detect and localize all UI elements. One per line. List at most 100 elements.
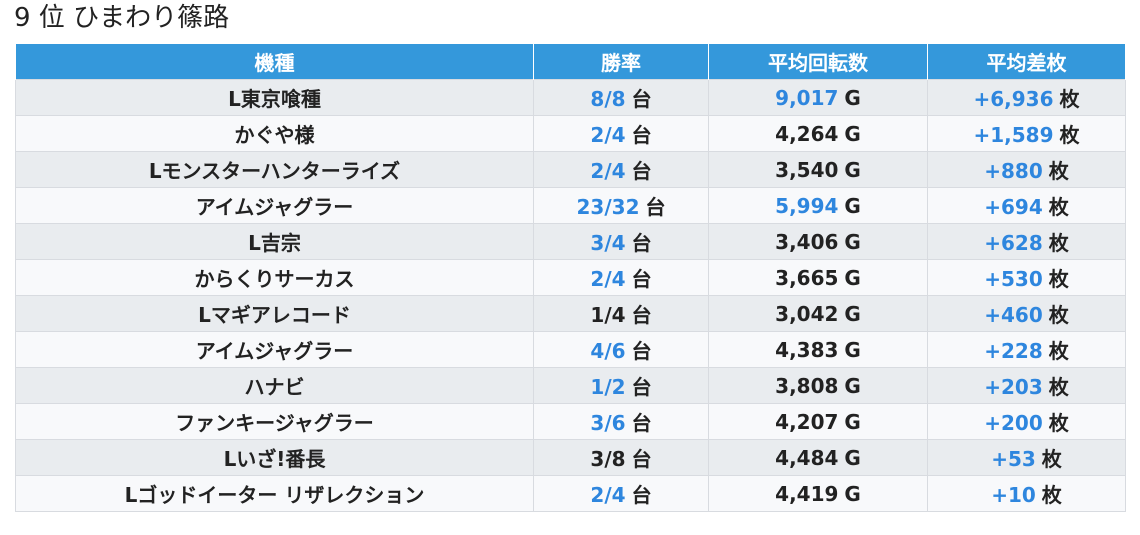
table-body: L東京喰種 8/8 台 9,017 G +6,936 枚かぐや様 2/4 台 4,264 G +1,5…	[15, 79, 1126, 512]
avg-spins-cell: 3,042 G	[708, 295, 928, 332]
avg-spins-cell: 3,808 G	[708, 367, 928, 404]
avg-spins-cell: 4,383 G	[708, 331, 928, 368]
avg-diff-cell: +6,936 枚	[927, 79, 1126, 116]
avg-diff-cell-unit: 枚	[1048, 195, 1069, 219]
avg-spins-cell-unit: G	[844, 337, 861, 362]
win-rate-cell: 1/2 台	[533, 367, 709, 404]
avg-diff-cell: +694 枚	[927, 187, 1126, 224]
avg-spins-cell-value: 3,808	[775, 373, 839, 398]
table-row: アイムジャグラー 23/32 台 5,994 G +694 枚	[15, 187, 1126, 224]
win-rate-cell-value: 2/4	[590, 267, 626, 291]
avg-diff-cell-unit: 枚	[1059, 123, 1080, 147]
avg-diff-cell-value: +203	[984, 375, 1043, 399]
avg-diff-cell: +53 枚	[927, 439, 1126, 476]
avg-spins-cell-unit: G	[844, 157, 861, 182]
avg-diff-cell-unit: 枚	[1048, 303, 1069, 327]
avg-spins-cell-value: 4,419	[775, 481, 839, 506]
avg-diff-cell-value: +6,936	[973, 87, 1054, 111]
machine-name-cell: L吉宗	[15, 223, 534, 260]
avg-diff-cell-value: +880	[984, 159, 1043, 183]
win-rate-cell-unit: 台	[631, 411, 652, 435]
win-rate-cell-unit: 台	[631, 339, 652, 363]
table-row: Lモンスターハンターライズ 2/4 台 3,540 G +880 枚	[15, 151, 1126, 188]
machine-name-cell-value: ハナビ	[244, 375, 305, 399]
win-rate-cell: 3/4 台	[533, 223, 709, 260]
avg-spins-cell: 4,264 G	[708, 115, 928, 152]
table-row: ファンキージャグラー 3/6 台 4,207 G +200 枚	[15, 403, 1126, 440]
avg-spins-cell-value: 4,484	[775, 445, 839, 470]
avg-spins-cell: 5,994 G	[708, 187, 928, 224]
win-rate-cell-unit: 台	[631, 87, 652, 111]
machine-name-cell-value: Lモンスターハンターライズ	[148, 159, 401, 183]
avg-diff-cell: +460 枚	[927, 295, 1126, 332]
avg-diff-cell: +530 枚	[927, 259, 1126, 296]
win-rate-cell-unit: 台	[631, 123, 652, 147]
machine-name-cell-value: Lゴッドイーター リザレクション	[124, 483, 425, 507]
avg-diff-cell-value: +530	[984, 267, 1043, 291]
avg-diff-cell-unit: 枚	[1059, 87, 1080, 111]
table-row: L東京喰種 8/8 台 9,017 G +6,936 枚	[15, 79, 1126, 116]
win-rate-cell: 4/6 台	[533, 331, 709, 368]
machine-name-cell-value: からくりサーカス	[194, 267, 355, 291]
avg-spins-cell: 3,540 G	[708, 151, 928, 188]
avg-spins-cell-unit: G	[844, 373, 861, 398]
avg-diff-cell-value: +200	[984, 411, 1043, 435]
avg-spins-cell-value: 4,264	[775, 121, 839, 146]
avg-diff-cell-unit: 枚	[1048, 411, 1069, 435]
machine-name-cell: アイムジャグラー	[15, 187, 534, 224]
table-row: アイムジャグラー 4/6 台 4,383 G +228 枚	[15, 331, 1126, 368]
win-rate-cell-value: 8/8	[590, 87, 626, 111]
avg-spins-cell-value: 3,042	[775, 301, 839, 326]
avg-spins-cell: 9,017 G	[708, 79, 928, 116]
avg-diff-cell-unit: 枚	[1048, 159, 1069, 183]
table-row: からくりサーカス 2/4 台 3,665 G +530 枚	[15, 259, 1126, 296]
avg-spins-cell-value: 3,665	[775, 265, 839, 290]
win-rate-cell: 2/4 台	[533, 115, 709, 152]
machine-name-cell-value: かぐや様	[234, 123, 315, 147]
header-avg-diff: 平均差枚	[927, 44, 1126, 80]
avg-diff-cell: +628 枚	[927, 223, 1126, 260]
win-rate-cell-unit: 台	[631, 483, 652, 507]
table-row: ハナビ 1/2 台 3,808 G +203 枚	[15, 367, 1126, 404]
machine-name-cell: Lゴッドイーター リザレクション	[15, 475, 534, 512]
machine-name-cell: かぐや様	[15, 115, 534, 152]
machine-name-cell: からくりサーカス	[15, 259, 534, 296]
table-row: かぐや様 2/4 台 4,264 G +1,589 枚	[15, 115, 1126, 152]
table-row: Lゴッドイーター リザレクション 2/4 台 4,419 G +10 枚	[15, 475, 1126, 512]
page-title: 9 位 ひまわり篠路	[14, 3, 230, 33]
win-rate-cell-value: 2/4	[590, 483, 626, 507]
win-rate-cell-value: 3/8	[590, 447, 626, 471]
avg-diff-cell: +10 枚	[927, 475, 1126, 512]
avg-spins-cell-unit: G	[844, 193, 861, 218]
win-rate-cell-unit: 台	[631, 231, 652, 255]
win-rate-cell-value: 3/4	[590, 231, 626, 255]
win-rate-cell-value: 2/4	[590, 123, 626, 147]
win-rate-cell: 2/4 台	[533, 151, 709, 188]
avg-spins-cell-unit: G	[844, 265, 861, 290]
avg-spins-cell-unit: G	[844, 229, 861, 254]
avg-spins-cell-unit: G	[844, 85, 861, 110]
avg-diff-cell-unit: 枚	[1048, 267, 1069, 291]
table-row: L吉宗 3/4 台 3,406 G +628 枚	[15, 223, 1126, 260]
win-rate-cell-value: 2/4	[590, 159, 626, 183]
machine-name-cell: Lモンスターハンターライズ	[15, 151, 534, 188]
header-win-rate: 勝率	[533, 44, 709, 80]
machine-name-cell-value: アイムジャグラー	[195, 339, 354, 363]
avg-diff-cell-unit: 枚	[1048, 231, 1069, 255]
win-rate-cell-unit: 台	[631, 447, 652, 471]
avg-spins-cell: 3,665 G	[708, 259, 928, 296]
avg-diff-cell-value: +228	[984, 339, 1043, 363]
avg-diff-cell-unit: 枚	[1041, 483, 1062, 507]
avg-diff-cell: +200 枚	[927, 403, 1126, 440]
win-rate-cell-value: 4/6	[590, 339, 626, 363]
table-row: Lいざ!番長 3/8 台 4,484 G +53 枚	[15, 439, 1126, 476]
avg-diff-cell-value: +694	[984, 195, 1043, 219]
machine-name-cell: ファンキージャグラー	[15, 403, 534, 440]
machine-name-cell: Lマギアレコード	[15, 295, 534, 332]
avg-diff-cell-value: +53	[991, 447, 1036, 471]
win-rate-cell: 2/4 台	[533, 259, 709, 296]
win-rate-cell: 2/4 台	[533, 475, 709, 512]
machine-name-cell-value: Lマギアレコード	[198, 303, 351, 327]
header-machine: 機種	[15, 44, 534, 80]
machine-name-cell-value: アイムジャグラー	[195, 195, 354, 219]
